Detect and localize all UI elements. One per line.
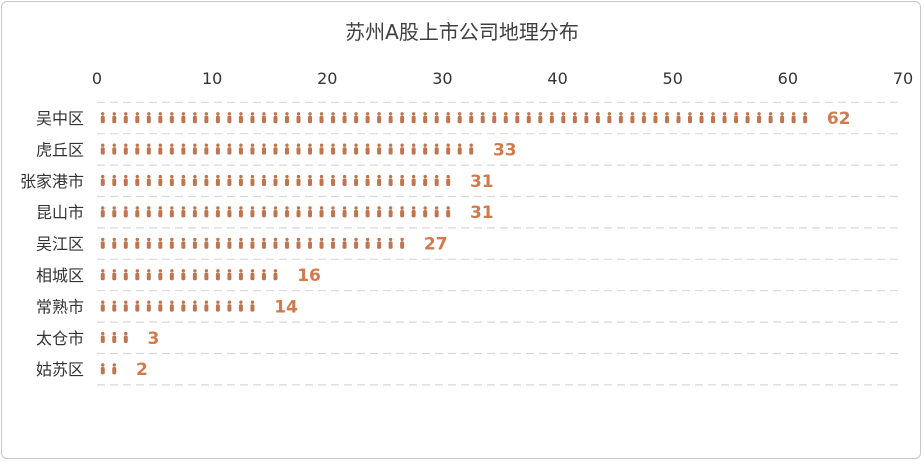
bar (100, 331, 128, 343)
x-tick-label: 0 (92, 69, 102, 88)
category-label: 张家港市 (20, 172, 84, 191)
bar (100, 237, 405, 249)
bar (100, 112, 808, 124)
x-tick-label: 70 (893, 69, 913, 88)
category-label: 昆山市 (36, 203, 84, 222)
bar (100, 269, 278, 281)
data-label: 2 (136, 360, 148, 380)
bar (100, 143, 474, 155)
bar (100, 174, 451, 186)
data-label: 27 (424, 235, 448, 255)
chart-frame (1, 1, 921, 459)
data-label: 62 (827, 109, 851, 129)
x-tick-label: 10 (202, 69, 222, 88)
category-label: 吴中区 (36, 109, 84, 128)
x-tick-label: 20 (317, 69, 337, 88)
x-tick-label: 40 (547, 69, 567, 88)
data-label: 16 (297, 266, 321, 286)
data-label: 3 (148, 329, 160, 349)
category-label: 太仓市 (36, 329, 84, 348)
category-label: 常熟市 (36, 297, 84, 316)
bar (100, 206, 451, 218)
chart-title: 苏州A股上市公司地理分布 (345, 20, 579, 44)
data-label: 33 (493, 140, 517, 160)
category-label: 吴江区 (36, 235, 84, 254)
category-label: 相城区 (36, 266, 84, 285)
bar (100, 363, 117, 375)
data-label: 14 (274, 297, 298, 317)
x-tick-label: 50 (663, 69, 683, 88)
x-tick-label: 60 (778, 69, 798, 88)
bar (100, 300, 255, 312)
data-label: 31 (470, 172, 494, 192)
category-label: 虎丘区 (36, 140, 84, 159)
data-label: 31 (470, 203, 494, 223)
x-tick-label: 30 (432, 69, 452, 88)
category-label: 姑苏区 (36, 360, 84, 379)
